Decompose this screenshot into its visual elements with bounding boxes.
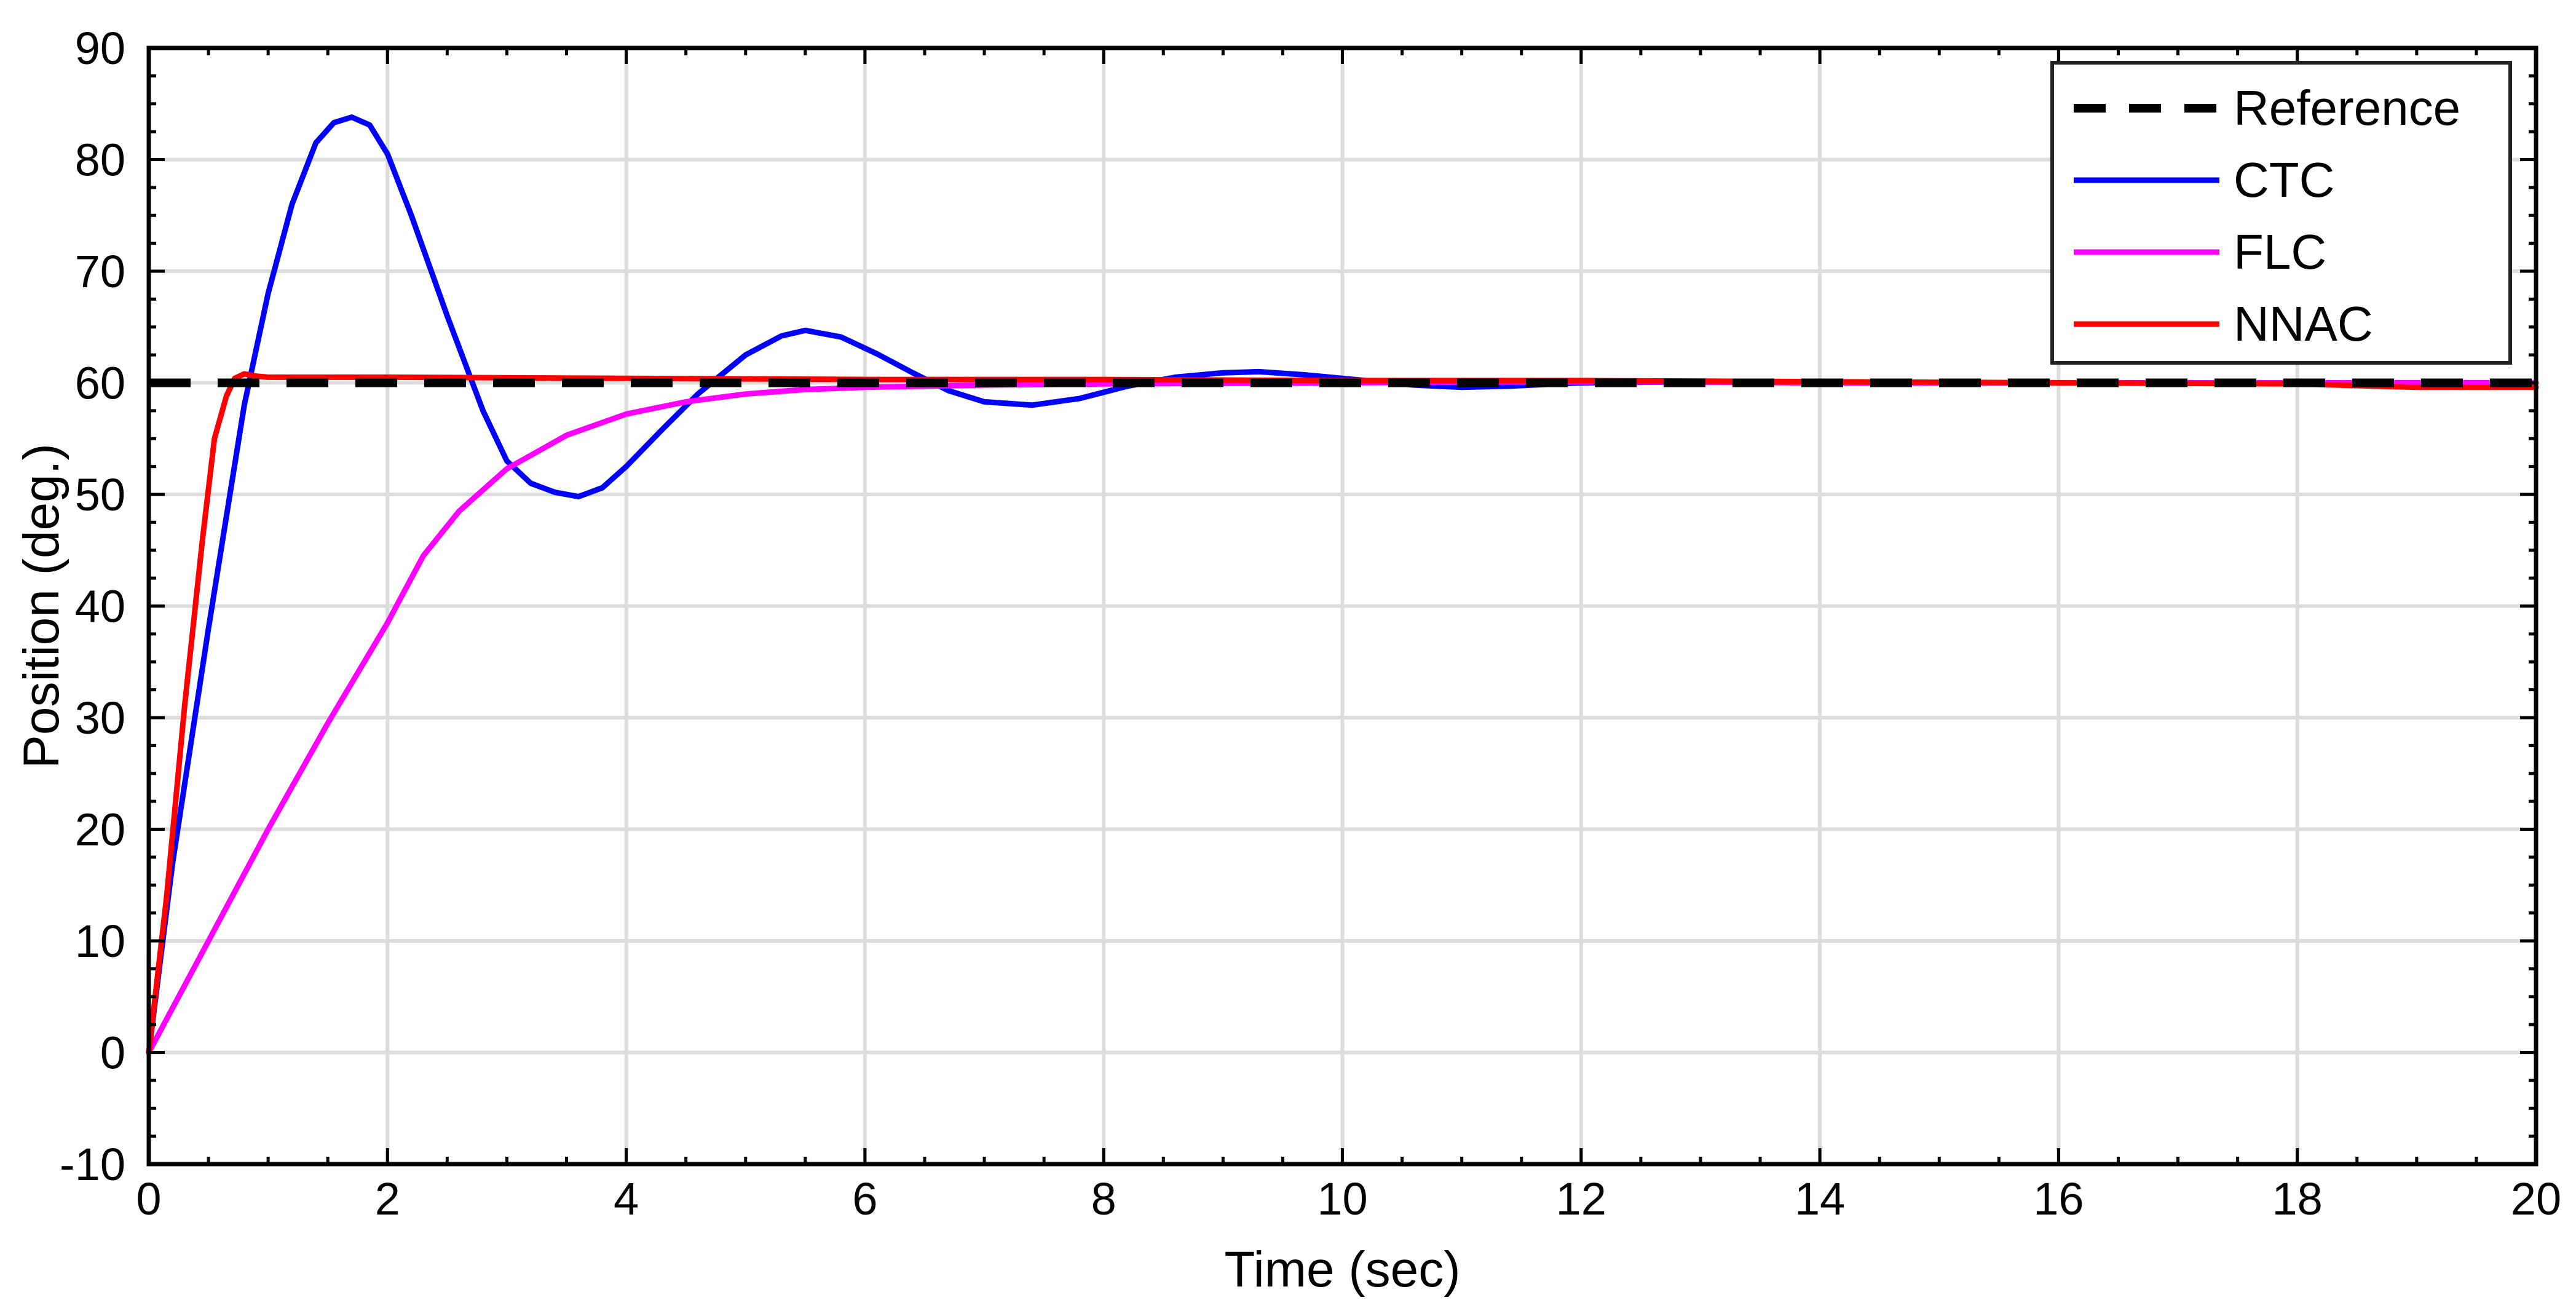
- x-tick-label: 0: [136, 1173, 161, 1224]
- legend-label: Reference: [2234, 81, 2460, 135]
- x-tick-label: 20: [2511, 1173, 2561, 1224]
- y-tick-label: -10: [60, 1139, 125, 1190]
- y-tick-label: 80: [75, 135, 125, 186]
- y-tick-label: 70: [75, 246, 125, 297]
- x-tick-label: 8: [1091, 1173, 1116, 1224]
- x-tick-label: 14: [1795, 1173, 1845, 1224]
- y-tick-label: 90: [75, 23, 125, 74]
- y-tick-label: 20: [75, 804, 125, 855]
- x-tick-label: 12: [1556, 1173, 1606, 1224]
- y-tick-label: 0: [100, 1028, 125, 1079]
- legend: Reference CTC FLC NNAC: [2050, 61, 2512, 365]
- x-tick-label: 16: [2033, 1173, 2084, 1224]
- x-tick-label: 10: [1317, 1173, 1367, 1224]
- legend-label: NNAC: [2234, 296, 2373, 351]
- y-tick-label: 40: [75, 581, 125, 632]
- y-tick-label: 60: [75, 358, 125, 409]
- x-tick-label: 2: [375, 1173, 400, 1224]
- legend-box: [2050, 61, 2512, 365]
- legend-label: FLC: [2234, 224, 2326, 279]
- x-axis-label: Time (sec): [1224, 1242, 1460, 1298]
- y-axis-label: Position (deg.): [14, 443, 69, 769]
- plot-series: [146, 114, 2539, 1055]
- legend-label: CTC: [2234, 153, 2334, 207]
- y-tick-label: 50: [75, 469, 125, 520]
- x-tick-label: 6: [852, 1173, 877, 1224]
- y-tick-label: 10: [75, 916, 125, 967]
- y-tick-label: 30: [75, 692, 125, 743]
- x-tick-label: 4: [614, 1173, 639, 1224]
- x-tick-label: 18: [2272, 1173, 2323, 1224]
